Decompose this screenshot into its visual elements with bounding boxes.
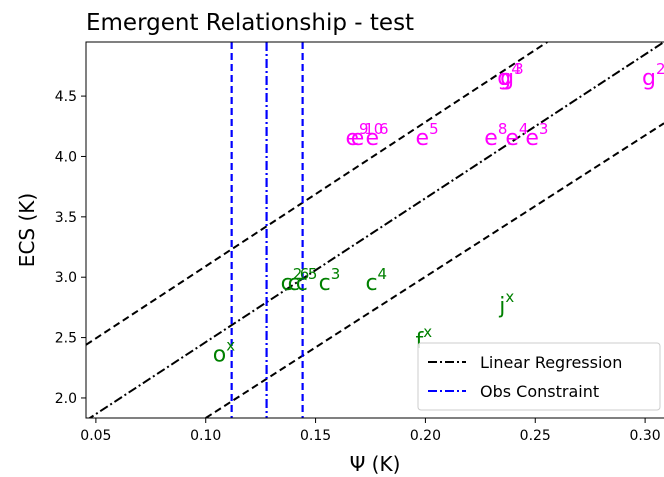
point-superscript: x: [423, 323, 432, 341]
point-label: e: [365, 126, 379, 151]
point-label: j: [498, 294, 505, 319]
axes-frame: [85, 41, 664, 419]
point-superscript: 9: [359, 120, 369, 138]
point-superscript: 4: [511, 60, 521, 78]
point-label: c: [296, 271, 308, 296]
point-label: c: [281, 271, 293, 296]
point-superscript: 3: [539, 120, 549, 138]
y-tick-label: 3.5: [55, 210, 77, 226]
point-label: g: [500, 66, 514, 91]
point-label: c: [288, 271, 300, 296]
point-label: e: [525, 126, 539, 151]
point-label: e: [416, 126, 430, 151]
point-superscript: 2: [293, 265, 303, 283]
point-superscript: x: [226, 336, 235, 354]
legend-label: Obs Constraint: [480, 382, 599, 401]
legend-label: Linear Regression: [480, 353, 622, 372]
point-label: o: [213, 342, 226, 367]
point-superscript: 4: [519, 120, 529, 138]
point-label: g: [497, 66, 511, 91]
point-superscript: 10: [364, 120, 383, 138]
point-superscript: 6: [379, 120, 389, 138]
chart-title: Emergent Relationship - test: [86, 10, 414, 36]
x-tick-label: 0.25: [520, 428, 551, 444]
point-superscript: x: [505, 288, 514, 306]
y-tick-label: 2.0: [55, 391, 77, 407]
point-superscript: 5: [429, 120, 439, 138]
y-tick-label: 3.0: [55, 270, 77, 286]
point-superscript: 2: [656, 60, 664, 78]
point-label: e: [484, 126, 498, 151]
point-superscript: 5: [308, 265, 318, 283]
point-label: c: [319, 271, 331, 296]
x-axis-label: Ψ (K): [350, 452, 401, 476]
y-tick-label: 2.5: [55, 331, 77, 347]
regression-line: [205, 122, 664, 418]
regression-line: [88, 42, 664, 418]
regression-line: [86, 42, 548, 346]
point-label: e: [351, 126, 365, 151]
point-label: f: [416, 329, 425, 354]
y-tick-label: 4.5: [55, 89, 77, 105]
y-tick-label: 4.0: [55, 149, 77, 165]
plot-area: g 4g 3 g 2e 9e 10e 6 e 5 e 8e 4e 3c 2c 6c 5 c 3 c 4j xf xo x: [86, 42, 664, 418]
x-tick-label: 0.10: [190, 428, 221, 444]
point-label: e: [345, 126, 359, 151]
point-superscript: 4: [378, 265, 388, 283]
x-tick-label: 0.15: [300, 428, 331, 444]
point-label: e: [505, 126, 519, 151]
point-label: c: [365, 271, 377, 296]
legend-box: [417, 342, 661, 411]
x-tick-label: 0.20: [410, 428, 441, 444]
point-label: g: [642, 66, 656, 91]
x-tick-label: 0.30: [630, 428, 661, 444]
point-superscript: 6: [300, 265, 310, 283]
point-superscript: 8: [498, 120, 508, 138]
point-superscript: 3: [331, 265, 341, 283]
point-superscript: 3: [514, 60, 524, 78]
y-axis-label: ECS (K): [15, 193, 39, 267]
x-tick-label: 0.05: [80, 428, 111, 444]
